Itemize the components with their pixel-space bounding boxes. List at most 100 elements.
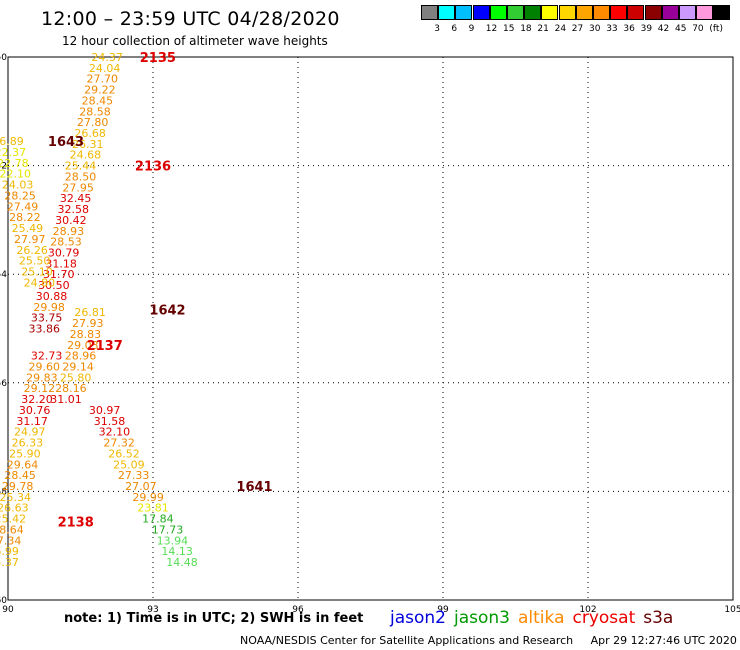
wave-height-value: 22.10 <box>0 168 31 181</box>
color-swatch <box>558 5 576 20</box>
pass-time-label: 2138 <box>58 515 94 530</box>
wave-height-value: 25.80 <box>60 371 92 384</box>
wave-height-value: 25.37 <box>0 556 19 569</box>
scale-label: 27 <box>571 24 584 34</box>
wave-height-value: 25.34 <box>0 491 31 504</box>
wave-height-value: 28.53 <box>50 236 82 249</box>
scale-label: 12 <box>485 24 498 34</box>
wave-height-value: 26.33 <box>12 437 44 450</box>
wave-height-value: 26.68 <box>74 127 106 140</box>
wave-height-value: 25.10 <box>21 265 53 278</box>
wave-height-value: 27.70 <box>87 73 119 86</box>
color-swatch <box>644 5 662 20</box>
wave-height-value: 30.79 <box>48 246 80 259</box>
wave-height-value: 28.50 <box>65 170 97 183</box>
wave-height-value: 13.94 <box>157 534 189 547</box>
wave-height-value: 28.45 <box>82 94 114 107</box>
wave-height-value: 31.18 <box>45 257 77 270</box>
wave-height-value: 25.50 <box>19 255 51 268</box>
credit-line: NOAA/NESDIS Center for Satellite Applica… <box>240 634 737 647</box>
scale-label: 15 <box>503 24 515 34</box>
color-swatch <box>661 5 679 20</box>
wave-height-value: 31.70 <box>43 268 75 281</box>
scale-label: 70 <box>692 24 704 34</box>
satellite-jason3: jason3 <box>454 608 510 628</box>
timestamp: Apr 29 12:27:46 UTC 2020 <box>590 634 737 647</box>
pass-time-label: 1641 <box>236 480 272 495</box>
color-swatch <box>696 5 714 20</box>
wave-height-value: 24.37 <box>91 51 123 64</box>
satellite-jason2: jason2 <box>390 608 446 628</box>
wave-height-value: 29.14 <box>62 361 94 374</box>
wave-height-value: 29.03 <box>67 339 99 352</box>
wave-height-value: 14.13 <box>161 545 193 558</box>
wave-height-value: 33.86 <box>29 323 61 336</box>
scale-label: 36 <box>623 24 635 34</box>
footnote: note: 1) Time is in UTC; 2) SWH is in fe… <box>64 611 364 626</box>
wave-height-value: 25.09 <box>113 458 145 471</box>
wave-height-value: 25.42 <box>0 513 26 526</box>
wave-height-value: 28.22 <box>9 211 41 224</box>
wave-height-value: 30.76 <box>19 404 51 417</box>
color-swatch <box>507 5 524 20</box>
pass-time-label: 2135 <box>140 51 176 66</box>
wave-height-value: 32.20 <box>21 393 53 406</box>
wave-height-value: 22.78 <box>0 157 29 170</box>
wave-height-value: 27.95 <box>62 181 94 194</box>
wave-height-value: 29.83 <box>26 371 58 384</box>
wave-height-value: 27.34 <box>0 534 21 547</box>
color-swatch <box>541 5 559 20</box>
wave-height-value: 29.99 <box>132 491 164 504</box>
color-swatch <box>438 5 456 20</box>
wave-height-value: 29.78 <box>2 480 34 493</box>
scale-label: 42 <box>657 24 670 34</box>
wave-height-value: 28.16 <box>55 382 87 395</box>
wave-height-value: 32.45 <box>60 192 92 205</box>
wave-height-value: 28.83 <box>70 328 102 341</box>
color-swatch <box>610 5 628 20</box>
color-swatch <box>679 5 696 20</box>
wave-height-value: 24.97 <box>14 426 46 439</box>
wave-height-value: 25.49 <box>12 222 44 235</box>
wave-height-value: 31.01 <box>50 393 82 406</box>
scale-label: 24 <box>554 24 567 34</box>
wave-height-value: 27.33 <box>118 469 150 482</box>
x-tick-label: 105 <box>724 605 740 615</box>
wave-height-value: 29.60 <box>29 361 61 374</box>
scale-label: 33 <box>606 24 618 34</box>
wave-height-value: 28.96 <box>65 350 97 363</box>
wave-height-value: 27.97 <box>14 233 46 246</box>
pass-time-label: 2137 <box>87 339 123 354</box>
wave-height-value: 30.42 <box>55 214 87 227</box>
y-tick-label: -60 <box>0 596 7 606</box>
wave-height-value: 24.80 <box>24 276 56 289</box>
wave-height-value: 29.22 <box>84 84 116 97</box>
page-title: 12:00 – 23:59 UTC 04/28/2020 <box>41 8 340 30</box>
wave-height-value: 27.32 <box>103 437 135 450</box>
wave-height-value: 29.12 <box>24 382 56 395</box>
wave-height-value: 28.93 <box>53 225 85 238</box>
color-swatch <box>627 5 645 20</box>
wave-height-value: 29.64 <box>7 458 39 471</box>
wave-height-value: 30.88 <box>36 290 68 303</box>
wave-height-value: 14.48 <box>166 556 198 569</box>
wave-height-value: 24.68 <box>70 149 102 162</box>
wave-height-value: 32.58 <box>58 203 90 216</box>
pass-time-label: 1643 <box>48 135 84 150</box>
color-swatch <box>713 5 731 20</box>
plot-frame <box>7 56 734 601</box>
wave-height-value: 26.99 <box>0 545 19 558</box>
wave-height-value: 26.52 <box>108 447 140 460</box>
color-swatch <box>575 5 593 20</box>
wave-height-value: 27.49 <box>7 200 39 213</box>
wave-height-value: 32.10 <box>99 426 131 439</box>
wave-height-value: 33.75 <box>31 312 63 325</box>
wave-height-value: 30.97 <box>89 404 121 417</box>
wave-height-value: 32.73 <box>31 350 63 363</box>
wave-height-value: 26.81 <box>74 306 106 319</box>
color-swatch <box>524 5 542 20</box>
y-tick-label: -52 <box>0 162 7 172</box>
x-tick-label: 102 <box>579 605 596 615</box>
color-swatch <box>472 5 490 20</box>
color-swatch <box>489 5 507 20</box>
